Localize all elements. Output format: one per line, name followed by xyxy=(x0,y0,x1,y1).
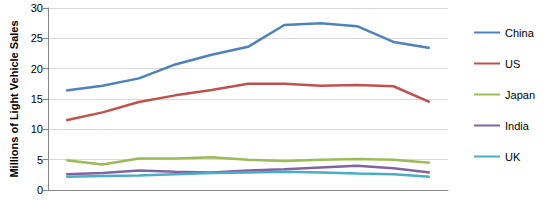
svg-text:5: 5 xyxy=(37,154,43,166)
svg-text:Japan: Japan xyxy=(505,89,535,101)
svg-text:Millions of Light Vehicle Sale: Millions of Light Vehicle Sales xyxy=(8,20,20,177)
svg-text:10: 10 xyxy=(31,123,43,135)
svg-text:0: 0 xyxy=(37,184,43,196)
svg-text:20: 20 xyxy=(31,63,43,75)
svg-text:US: US xyxy=(505,58,520,70)
svg-text:India: India xyxy=(505,120,530,132)
svg-text:30: 30 xyxy=(31,2,43,14)
svg-text:15: 15 xyxy=(31,93,43,105)
svg-text:UK: UK xyxy=(505,151,521,163)
svg-text:China: China xyxy=(505,27,535,39)
svg-text:25: 25 xyxy=(31,32,43,44)
